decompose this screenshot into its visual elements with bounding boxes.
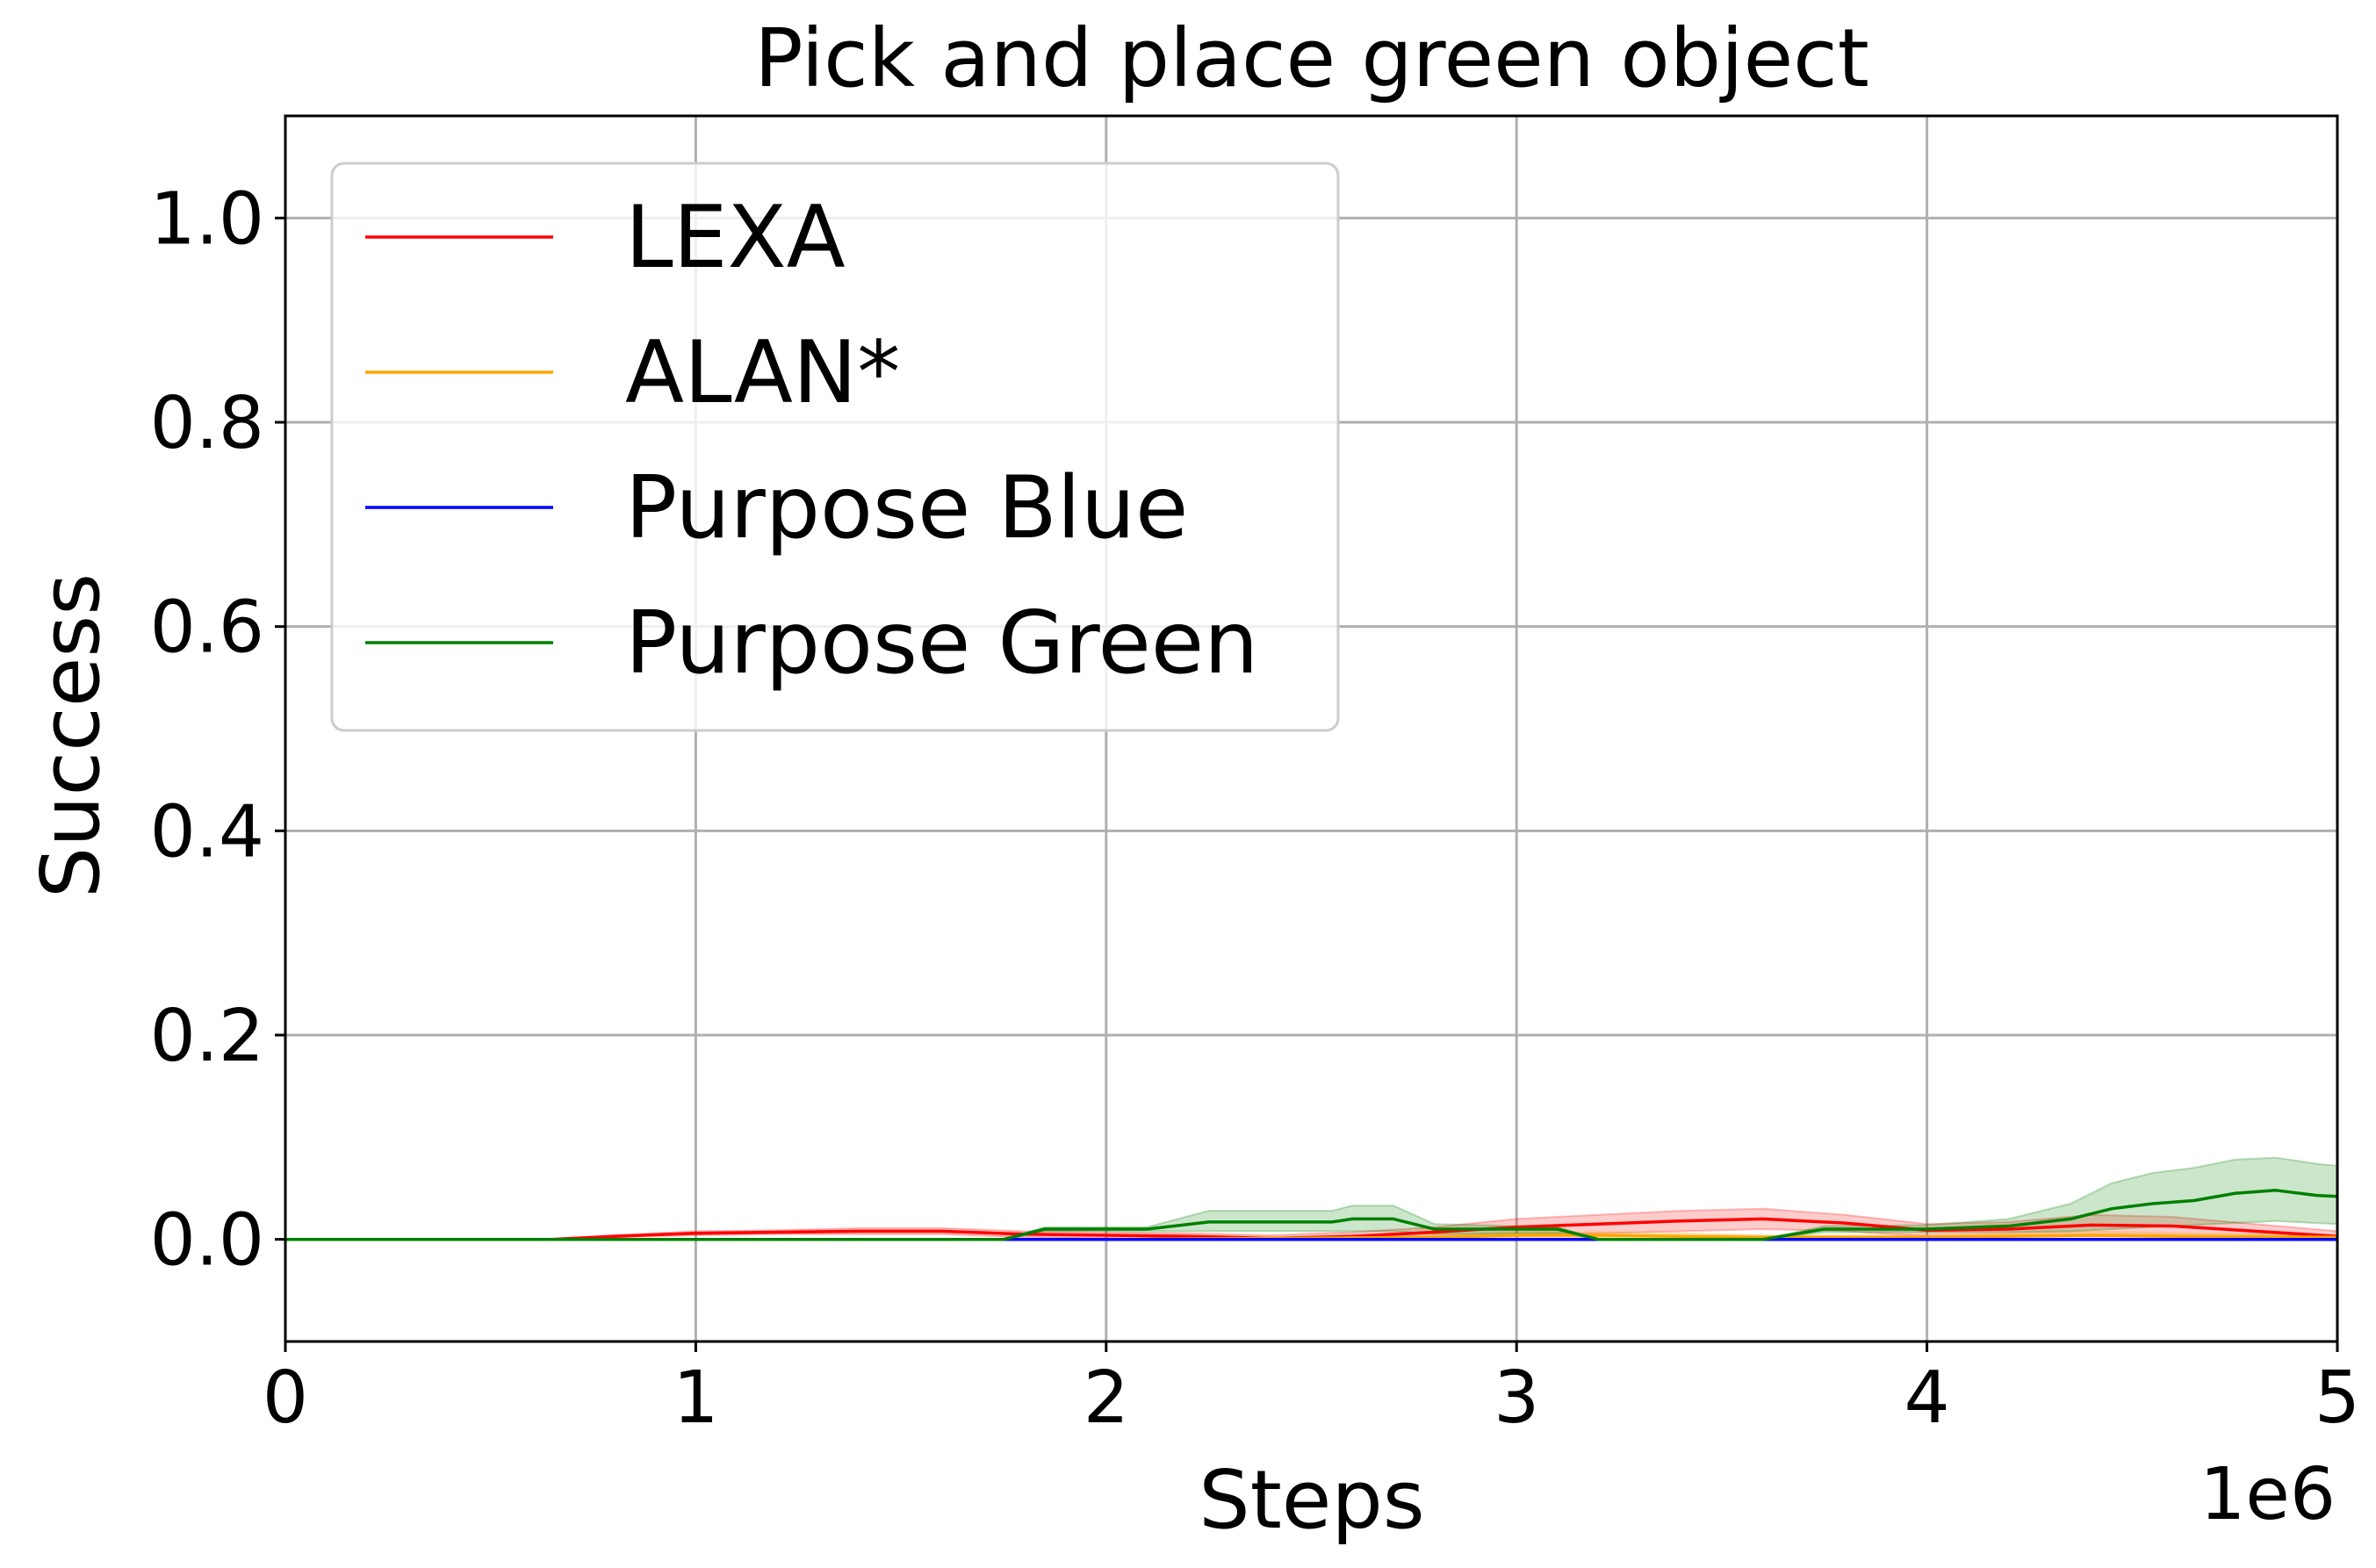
legend-label-alan: ALAN* <box>625 323 900 423</box>
x-tick-label: 4 <box>1904 1356 1950 1440</box>
y-tick-label: 0.2 <box>150 995 264 1078</box>
axes-frame <box>284 114 2339 1343</box>
y-axis-label: Success <box>24 573 118 898</box>
legend-label-purpose-blue: Purpose Blue <box>625 458 1188 558</box>
x-tick-label: 0 <box>263 1356 308 1440</box>
x-tick-label: 1 <box>673 1356 718 1440</box>
x-tick-label: 5 <box>2315 1356 2360 1440</box>
legend: LEXA ALAN* Purpose Blue Purpose Green <box>330 162 1340 732</box>
y-tick-label: 0.0 <box>150 1199 264 1283</box>
x-axis-label: Steps <box>1199 1453 1424 1547</box>
x-tick-label: 3 <box>1494 1356 1539 1440</box>
x-tick-label: 2 <box>1084 1356 1129 1440</box>
legend-box <box>330 162 1340 732</box>
series-line-purpose-green <box>285 1189 2338 1241</box>
legend-label-purpose-green: Purpose Green <box>625 593 1258 694</box>
y-tick-label: 1.0 <box>150 177 264 261</box>
y-tick-label: 0.4 <box>150 790 264 874</box>
series-line-lexa <box>285 1217 2338 1241</box>
axis-ticks: 0 1 2 3 4 5 0.0 0.2 0.4 0.6 0.8 1.0 <box>150 177 2361 1440</box>
series-lines <box>285 1189 2338 1241</box>
x-axis-multiplier: 1e6 <box>2200 1453 2336 1536</box>
legend-label-lexa: LEXA <box>625 188 846 288</box>
y-tick-label: 0.6 <box>150 586 264 670</box>
chart-title: Pick and place green object <box>754 11 1869 105</box>
y-tick-label: 0.8 <box>150 382 264 465</box>
